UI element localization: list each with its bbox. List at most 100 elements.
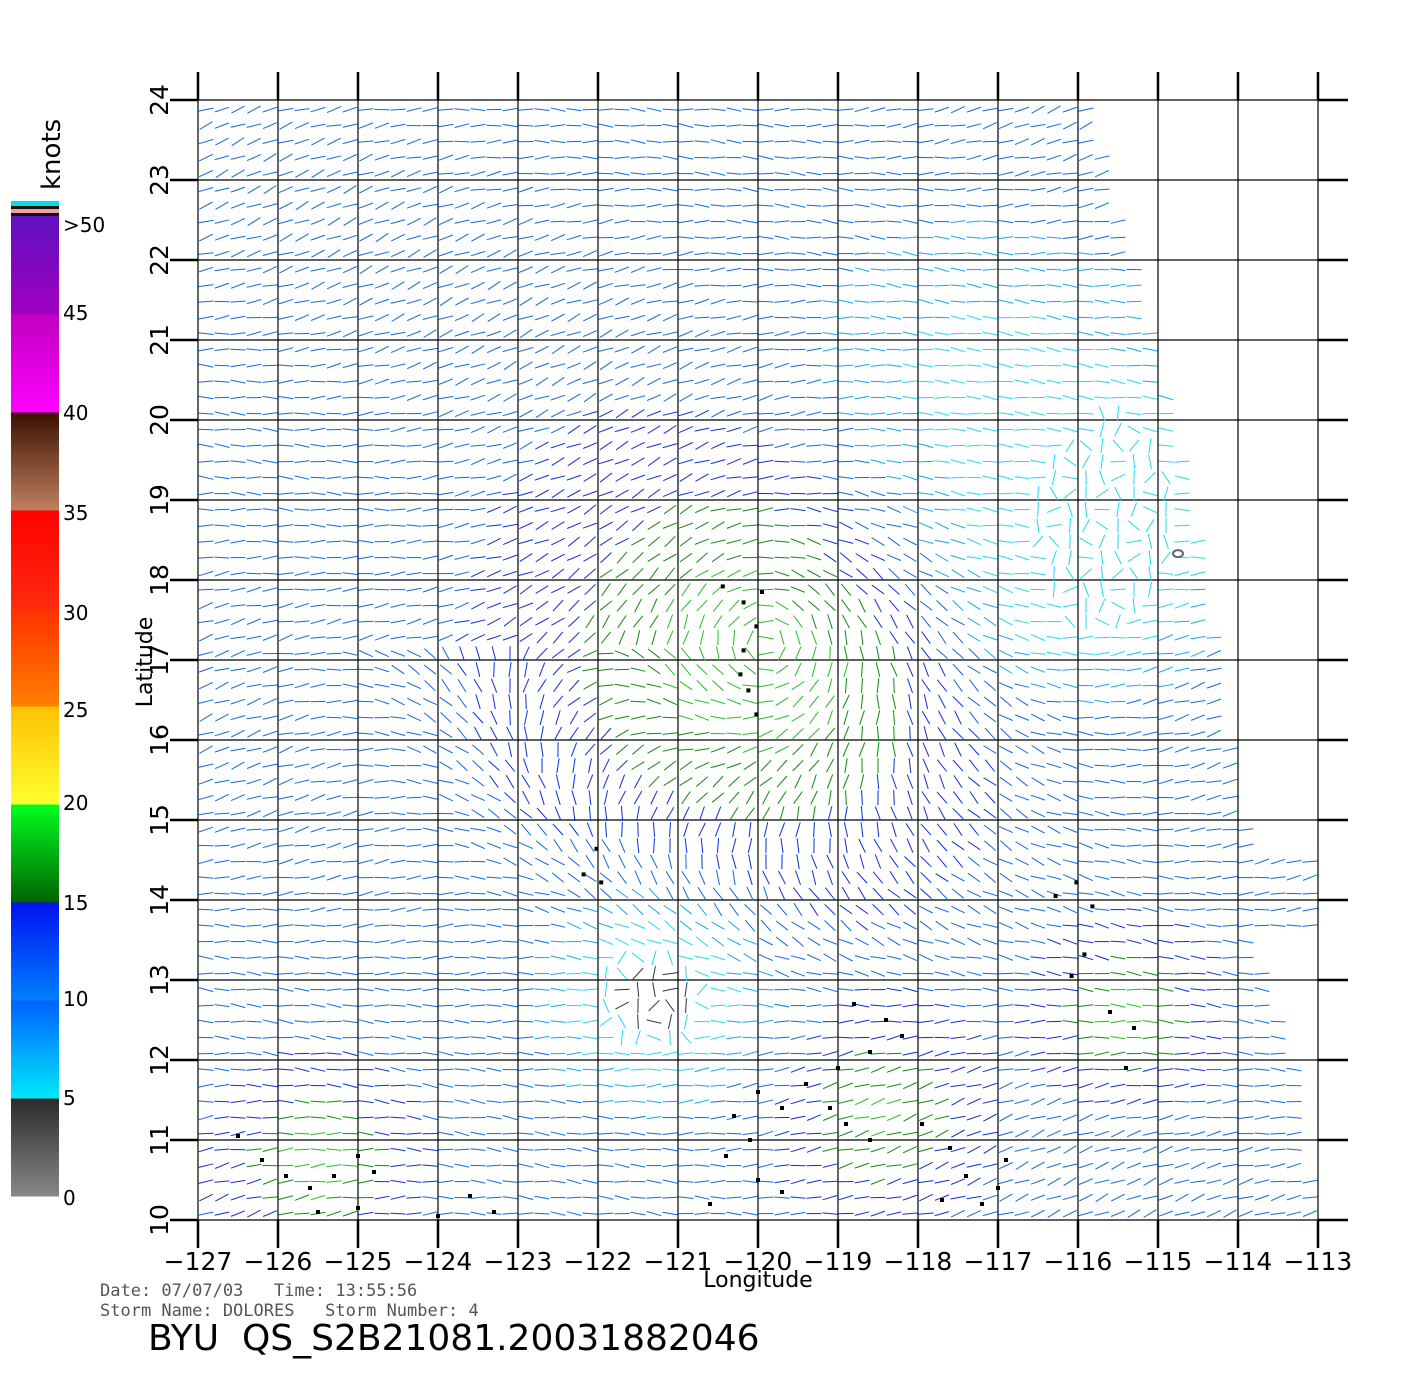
- wind-vector-1089: [1126, 970, 1142, 977]
- wind-vector-3157: [934, 460, 950, 463]
- wind-vector-3923: [678, 251, 694, 257]
- wind-vector-3597: [198, 332, 214, 335]
- wind-vector-4063: [1062, 220, 1078, 224]
- wind-vector-3642: [918, 331, 934, 337]
- wind-vector-4326: [694, 140, 710, 143]
- wind-vector-637: [406, 1067, 422, 1072]
- wind-vector-1885: [891, 774, 897, 789]
- wind-vector-4435: [646, 107, 662, 112]
- wind-vector-430: [406, 1115, 422, 1120]
- wind-vector-62: [1190, 1211, 1206, 1217]
- rain-flag-26: [844, 1122, 848, 1126]
- wind-vector-3012: [598, 490, 614, 497]
- wind-vector-1630: [1000, 840, 1012, 851]
- wind-vector-3446: [662, 379, 678, 385]
- wind-vector-3586: [982, 348, 998, 351]
- wind-vector-226: [454, 1163, 470, 1168]
- wind-vector-533: [951, 1097, 965, 1106]
- wind-vector-4406: [1079, 121, 1093, 130]
- wind-vector-1135: [790, 955, 806, 960]
- wind-vector-1197: [727, 937, 741, 946]
- wind-vector-1934: [631, 761, 645, 770]
- wind-vector-341: [1190, 1148, 1206, 1151]
- wind-vector-1974: [230, 747, 246, 752]
- wind-vector-2625: [422, 586, 438, 593]
- wind-vector-2893: [678, 522, 694, 529]
- wind-vector-118: [966, 1195, 982, 1200]
- wind-vector-3650: [1046, 332, 1062, 335]
- wind-vector-2185: [525, 694, 527, 710]
- wind-vector-1432: [1190, 892, 1206, 896]
- wind-vector-259: [982, 1163, 998, 1168]
- wind-vector-2454: [733, 630, 735, 646]
- wind-vector-2009: [792, 743, 804, 756]
- wind-vector-2550: [230, 604, 246, 607]
- wind-vector-3970: [502, 236, 518, 240]
- x-tick-label-13: −114: [1204, 1247, 1273, 1276]
- wind-vector-3588: [1014, 348, 1030, 351]
- wind-vector-1001: [790, 988, 806, 991]
- wind-vector-2150: [983, 712, 997, 723]
- wind-vector-1706: [1158, 828, 1174, 831]
- wind-vector-1031: [198, 972, 214, 975]
- wind-vector-2437: [455, 633, 469, 642]
- wind-vector-779: [486, 1035, 502, 1040]
- wind-vector-1882: [842, 774, 850, 789]
- wind-vector-2441: [519, 633, 533, 643]
- wind-vector-4169: [918, 187, 934, 192]
- wind-vector-4215: [742, 172, 758, 175]
- wind-vector-4116: [982, 204, 998, 207]
- wind-vector-2997: [358, 492, 374, 495]
- wind-vector-3082: [726, 476, 742, 479]
- wind-vector-707: [422, 1051, 438, 1056]
- wind-vector-1652: [294, 826, 310, 834]
- wind-vector-3002: [438, 491, 454, 496]
- wind-vector-3856: [550, 265, 566, 274]
- wind-vector-3964: [406, 235, 422, 241]
- rain-flag-13: [1090, 904, 1095, 909]
- wind-vector-3716: [198, 300, 214, 303]
- wind-vector-4085: [486, 202, 502, 209]
- wind-vector-437: [518, 1115, 534, 1120]
- wind-vector-253: [886, 1164, 902, 1167]
- wind-vector-1240: [358, 923, 374, 928]
- wind-vector-168: [646, 1179, 662, 1184]
- wind-vector-2922: [1145, 519, 1155, 533]
- wind-vector-2125: [583, 712, 597, 723]
- wind-vector-2421: [199, 633, 213, 642]
- wind-vector-4275: [790, 156, 806, 159]
- wind-vector-1899: [1110, 779, 1126, 784]
- wind-vector-3837: [246, 267, 262, 272]
- wind-vector-3526: [982, 363, 998, 369]
- wind-vector-2109: [326, 716, 342, 719]
- wind-vector-4111: [902, 204, 918, 207]
- wind-vector-969: [278, 987, 294, 992]
- wind-vector-3405: [982, 395, 998, 401]
- wind-vector-627: [246, 1068, 262, 1071]
- wind-vector-1720: [326, 811, 342, 816]
- wind-vector-3463: [934, 379, 950, 384]
- wind-vector-965: [214, 988, 230, 992]
- wind-vector-3692: [758, 315, 774, 320]
- wind-vector-844: [438, 1019, 454, 1024]
- wind-vector-4432: [598, 108, 614, 111]
- wind-vector-4102: [758, 204, 774, 207]
- wind-vector-2031: [1142, 748, 1158, 752]
- wind-vector-3680: [567, 313, 581, 323]
- wind-vector-1129: [694, 955, 710, 960]
- wind-vector-1739: [636, 806, 640, 822]
- wind-vector-4333: [806, 139, 822, 144]
- wind-vector-145: [278, 1179, 294, 1184]
- wind-vector-3499: [550, 363, 566, 368]
- wind-vector-2924: [1174, 524, 1190, 527]
- wind-vector-866: [790, 1020, 806, 1023]
- wind-vector-3875: [854, 267, 870, 272]
- wind-vector-3832: [1110, 283, 1126, 288]
- wind-vector-1698: [1031, 825, 1045, 834]
- wind-vector-1783: [294, 794, 310, 801]
- wind-vector-60: [1158, 1210, 1174, 1217]
- wind-vector-3099: [998, 475, 1014, 481]
- wind-vector-3180: [310, 443, 326, 448]
- wind-vector-1809: [711, 792, 725, 803]
- wind-vector-318: [822, 1147, 838, 1152]
